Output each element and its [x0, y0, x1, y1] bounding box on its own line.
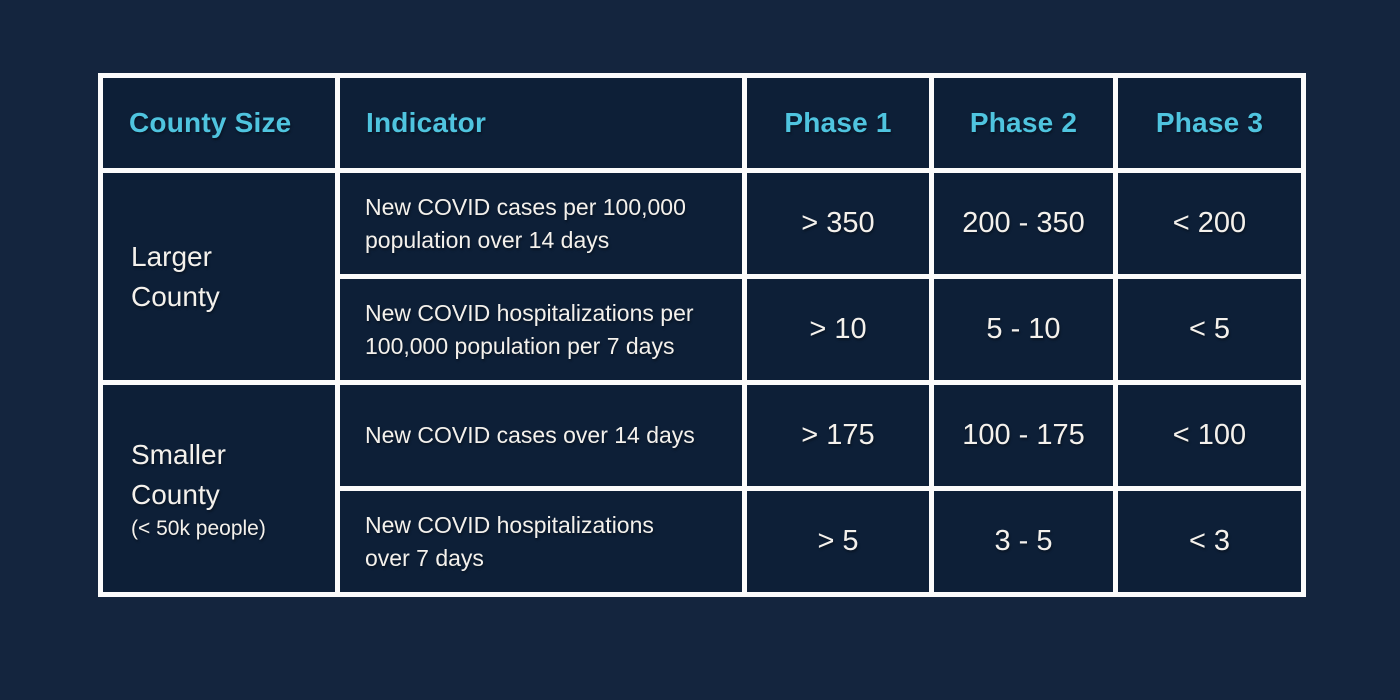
phase3-smaller-cases: < 100 [1113, 380, 1306, 491]
phase2-smaller-cases: 100 - 175 [929, 380, 1118, 491]
phase2-larger-hospitalizations: 5 - 10 [929, 274, 1118, 385]
header-row: County Size Indicator Phase 1 Phase 2 Ph… [98, 73, 1306, 173]
col-header-county-size: County Size [98, 73, 340, 173]
table-row-larger-hospitalizations: New COVID hospitalizations per 100,000 p… [101, 274, 1306, 385]
table-row-smaller-cases: Smaller County (< 50k people) New COVID c… [98, 380, 1306, 597]
phase1-larger-cases: > 350 [742, 168, 934, 279]
table-row-smaller-hospitalizations: New COVID hospitalizations over 7 days >… [101, 486, 1306, 597]
county-note-smaller: (< 50k people) [131, 516, 266, 540]
covid-phase-table: County Size Indicator Phase 1 Phase 2 Ph… [98, 73, 1306, 597]
county-label-smaller: Smaller County (< 50k people) [131, 435, 281, 542]
col-header-indicator: Indicator [335, 73, 747, 173]
indicator-larger-cases: New COVID cases per 100,000 population o… [335, 168, 747, 279]
phase1-smaller-cases: > 175 [742, 380, 934, 491]
phase1-smaller-hospitalizations: > 5 [742, 486, 934, 597]
table-row-larger-cases: Larger County New COVID cases per 100,00… [98, 168, 1306, 385]
phase3-larger-cases: < 200 [1113, 168, 1306, 279]
phase2-larger-cases: 200 - 350 [929, 168, 1118, 279]
phase3-smaller-hospitalizations: < 3 [1113, 486, 1306, 597]
county-label-larger: Larger County [131, 240, 220, 312]
phase3-larger-hospitalizations: < 5 [1113, 274, 1306, 385]
col-header-phase-2: Phase 2 [929, 73, 1118, 173]
indicator-larger-hospitalizations: New COVID hospitalizations per 100,000 p… [335, 274, 747, 385]
col-header-phase-3: Phase 3 [1113, 73, 1306, 173]
indicator-smaller-hospitalizations: New COVID hospitalizations over 7 days [335, 486, 747, 597]
county-label-smaller-text: Smaller County [131, 439, 226, 510]
county-cell-larger: Larger County [98, 168, 340, 385]
col-header-phase-1: Phase 1 [742, 73, 934, 173]
phase2-smaller-hospitalizations: 3 - 5 [929, 486, 1118, 597]
county-cell-smaller: Smaller County (< 50k people) [98, 380, 340, 597]
indicator-smaller-cases: New COVID cases over 14 days [335, 380, 747, 491]
phase1-larger-hospitalizations: > 10 [742, 274, 934, 385]
